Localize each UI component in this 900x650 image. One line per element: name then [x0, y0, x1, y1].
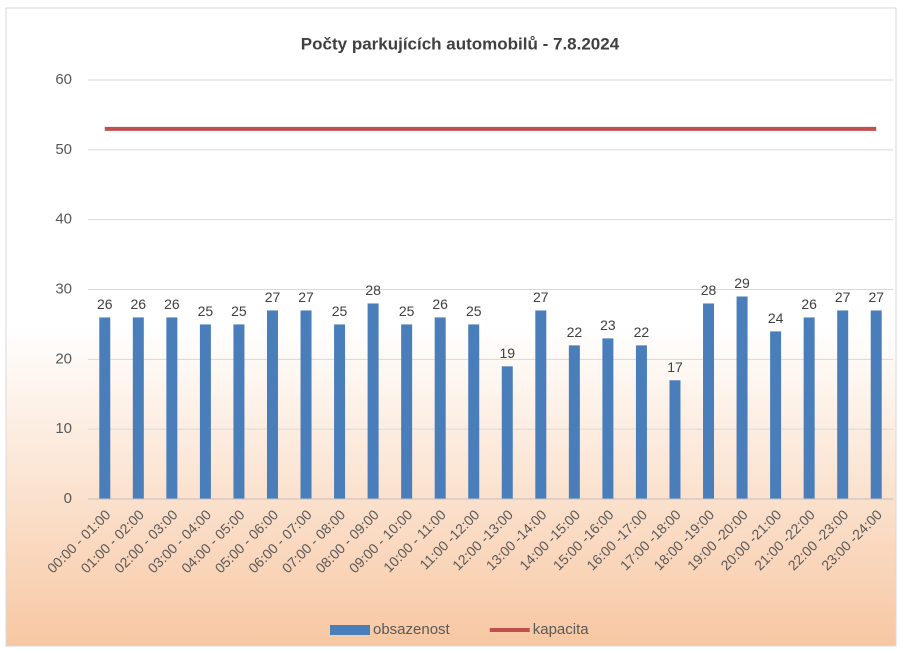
data-label: 19	[499, 345, 515, 361]
bar	[803, 317, 815, 499]
data-label: 27	[835, 289, 851, 305]
bar	[703, 303, 715, 499]
legend-label: kapacita	[533, 621, 590, 638]
bar	[99, 317, 111, 499]
data-label: 27	[533, 289, 549, 305]
data-label: 22	[567, 324, 583, 340]
bar	[568, 345, 580, 499]
bar	[535, 310, 547, 499]
bar	[367, 303, 379, 499]
bar	[434, 317, 446, 499]
bar	[736, 296, 748, 499]
legend-swatch	[330, 625, 370, 635]
bar	[132, 317, 144, 499]
y-tick-label: 0	[64, 490, 72, 507]
bar	[266, 310, 278, 499]
bar	[166, 317, 178, 499]
y-tick-label: 10	[55, 420, 72, 437]
bar	[199, 324, 211, 499]
bar	[635, 345, 647, 499]
bar	[468, 324, 480, 499]
bar	[602, 338, 614, 499]
data-label: 26	[164, 296, 180, 312]
data-label: 27	[298, 289, 314, 305]
y-tick-label: 60	[55, 71, 72, 88]
y-tick-label: 50	[55, 141, 72, 158]
legend-label: obsazenost	[373, 621, 451, 638]
data-label: 25	[466, 303, 482, 319]
data-label: 28	[365, 282, 381, 298]
data-label: 25	[399, 303, 415, 319]
bar	[233, 324, 245, 499]
data-label: 25	[198, 303, 214, 319]
bar	[837, 310, 849, 499]
data-label: 27	[265, 289, 281, 305]
bar	[770, 331, 782, 499]
data-label: 28	[701, 282, 717, 298]
data-label: 27	[868, 289, 884, 305]
data-label: 25	[231, 303, 247, 319]
y-tick-label: 30	[55, 280, 72, 297]
data-label: 17	[667, 359, 683, 375]
data-label: 23	[600, 317, 616, 333]
data-label: 24	[768, 310, 784, 326]
data-label: 26	[432, 296, 448, 312]
bar	[501, 366, 513, 499]
data-label: 26	[97, 296, 113, 312]
y-tick-label: 20	[55, 350, 72, 367]
bar	[300, 310, 312, 499]
data-label: 22	[634, 324, 650, 340]
chart-background	[5, 7, 897, 647]
bar	[334, 324, 346, 499]
data-label: 26	[801, 296, 817, 312]
data-label: 26	[131, 296, 147, 312]
y-tick-label: 40	[55, 211, 72, 228]
chart-title: Počty parkujících automobilů - 7.8.2024	[301, 34, 620, 53]
data-label: 25	[332, 303, 348, 319]
bar	[870, 310, 882, 499]
bar	[669, 380, 681, 499]
bar	[401, 324, 413, 499]
data-label: 29	[734, 275, 750, 291]
